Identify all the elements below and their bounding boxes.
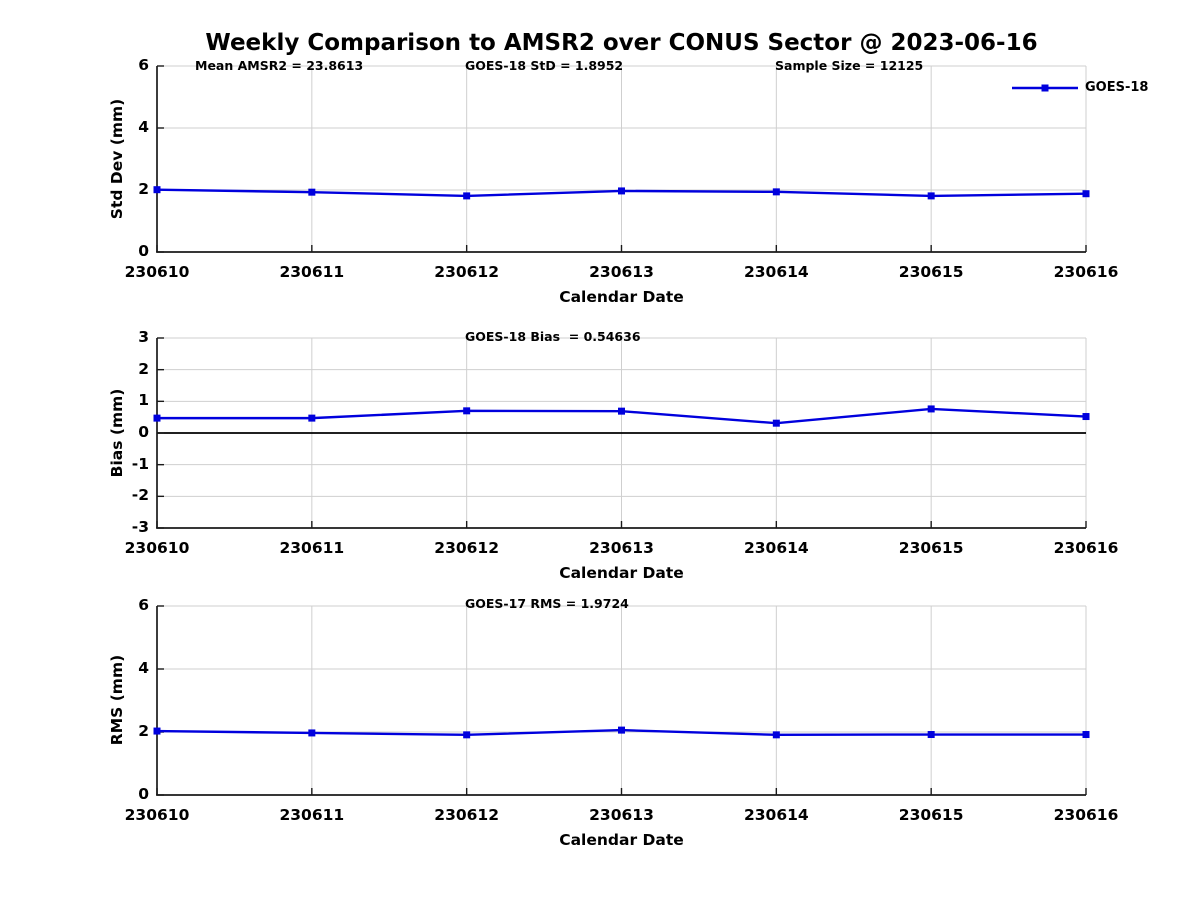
y-tick-label: -2 xyxy=(131,486,149,505)
data-marker xyxy=(463,407,471,415)
x-tick-label: 230610 xyxy=(124,806,190,824)
x-tick-label: 230615 xyxy=(898,263,964,281)
data-marker xyxy=(153,727,161,735)
data-marker xyxy=(153,186,161,194)
x-tick-label: 230616 xyxy=(1053,539,1119,557)
data-marker xyxy=(463,731,471,739)
data-marker xyxy=(308,414,316,422)
annotation-goes17-rms: GOES-17 RMS = 1.9724 xyxy=(465,596,629,611)
data-marker xyxy=(927,405,935,413)
annotation-goes18-bias: GOES-18 Bias = 0.54636 xyxy=(465,329,641,344)
y-tick-label: 0 xyxy=(138,423,149,441)
x-axis-label-stddev: Calendar Date xyxy=(559,288,684,306)
x-axis-label-bias: Calendar Date xyxy=(559,564,684,582)
data-marker xyxy=(308,729,316,737)
x-tick-label: 230614 xyxy=(743,539,809,557)
y-tick-label: 6 xyxy=(138,596,149,614)
data-marker xyxy=(772,731,780,739)
data-marker xyxy=(618,187,625,195)
x-tick-label: 230612 xyxy=(434,539,500,557)
data-marker xyxy=(153,414,161,422)
figure-title: Weekly Comparison to AMSR2 over CONUS Se… xyxy=(205,30,1038,56)
annotation-goes18-std: GOES-18 StD = 1.8952 xyxy=(465,58,624,73)
x-tick-label: 230614 xyxy=(743,263,809,281)
y-tick-label: 0 xyxy=(138,242,149,260)
y-tick-label: 2 xyxy=(138,722,149,740)
x-tick-label: 230613 xyxy=(589,539,654,557)
y-axis-label-stddev: Std Dev (mm) xyxy=(108,98,126,220)
x-tick-label: 230612 xyxy=(434,806,500,824)
y-tick-label: 4 xyxy=(138,659,149,677)
x-tick-label: 230614 xyxy=(743,806,809,824)
x-tick-label: 230611 xyxy=(279,263,345,281)
x-tick-label: 230616 xyxy=(1053,263,1119,281)
x-tick-label: 230612 xyxy=(434,263,500,281)
legend: GOES-18 xyxy=(1012,81,1148,94)
legend-line-icon xyxy=(1012,84,1078,91)
x-tick-label: 230615 xyxy=(898,539,964,557)
x-tick-label: 230615 xyxy=(898,806,964,824)
data-marker xyxy=(772,419,780,427)
data-marker xyxy=(308,188,316,196)
y-tick-label: 3 xyxy=(138,328,149,346)
data-marker xyxy=(1082,413,1090,421)
y-tick-label: -3 xyxy=(131,518,149,536)
x-axis-label-rms: Calendar Date xyxy=(559,831,684,849)
y-tick-label: 6 xyxy=(138,56,149,74)
data-marker xyxy=(1082,731,1090,739)
x-tick-label: 230610 xyxy=(124,539,190,557)
data-marker xyxy=(618,407,625,415)
y-tick-label: -1 xyxy=(131,454,149,473)
y-tick-label: 1 xyxy=(138,391,149,410)
x-tick-label: 230613 xyxy=(589,806,654,824)
data-marker xyxy=(1082,190,1090,198)
y-tick-label: 4 xyxy=(138,118,149,136)
y-tick-label: 2 xyxy=(138,180,149,198)
x-tick-label: 230616 xyxy=(1053,806,1119,824)
data-marker xyxy=(772,188,780,196)
data-marker xyxy=(927,192,935,200)
data-marker xyxy=(927,731,935,739)
y-tick-label: 0 xyxy=(138,785,149,803)
legend-label: GOES-18 xyxy=(1085,80,1149,95)
x-tick-label: 230610 xyxy=(124,263,190,281)
x-tick-label: 230611 xyxy=(279,539,345,557)
annotation-sample-size: Sample Size = 12125 xyxy=(775,58,924,73)
x-tick-label: 230613 xyxy=(589,263,654,281)
x-tick-label: 230611 xyxy=(279,806,345,824)
annotation-mean-amsr2: Mean AMSR2 = 23.8613 xyxy=(195,58,364,73)
y-tick-label: 2 xyxy=(138,359,149,378)
data-marker xyxy=(618,726,625,734)
data-marker xyxy=(463,192,471,200)
